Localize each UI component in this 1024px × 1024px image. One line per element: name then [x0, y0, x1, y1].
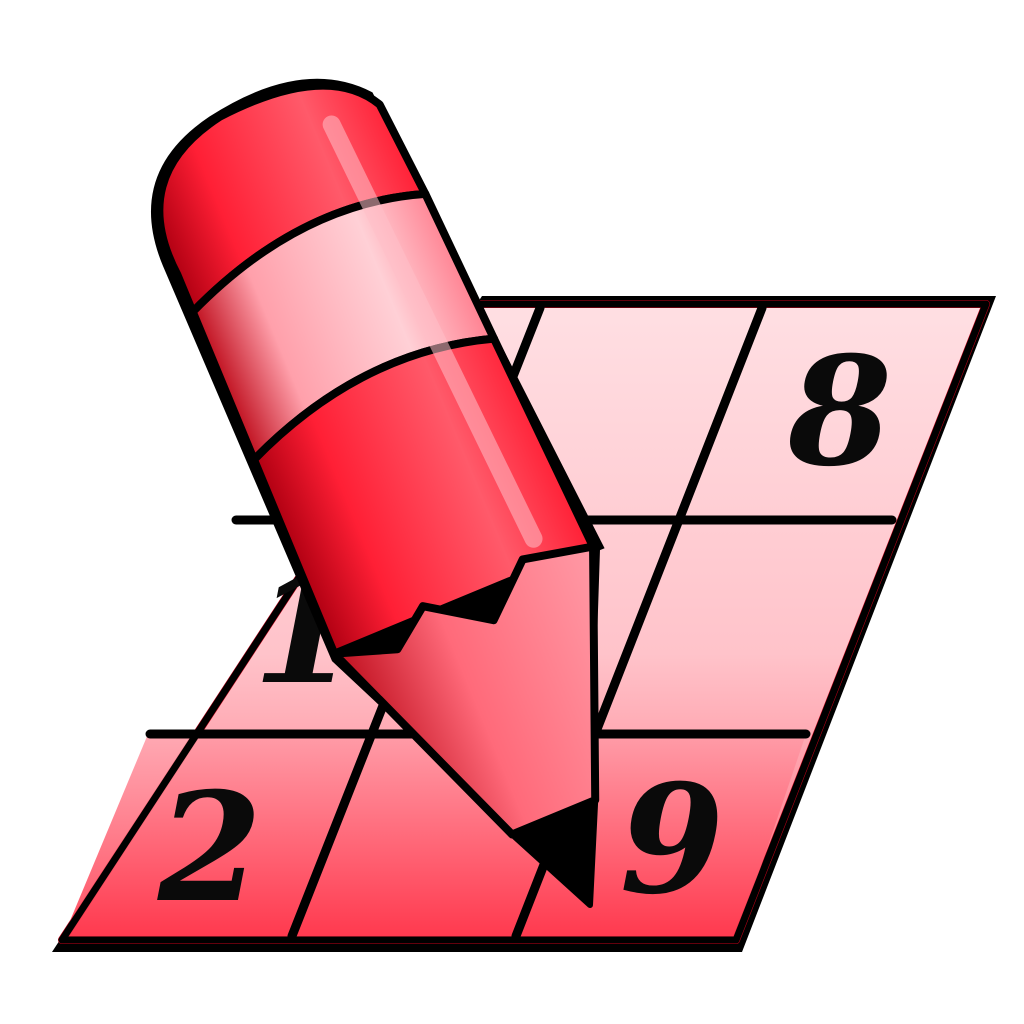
pencil-icon [151, 78, 605, 908]
grid-bottom-row [62, 734, 806, 940]
grid-outline [58, 300, 990, 944]
grid-digit-9: 9 [620, 752, 724, 928]
pencil-body [250, 334, 598, 658]
grid-digit-8: 8 [787, 324, 892, 500]
sudoku-grid: 8 1 2 9 [52, 296, 996, 952]
grid-digit-2: 2 [157, 760, 262, 936]
pencil-lead [509, 797, 599, 908]
pencil-highlight [322, 115, 543, 548]
